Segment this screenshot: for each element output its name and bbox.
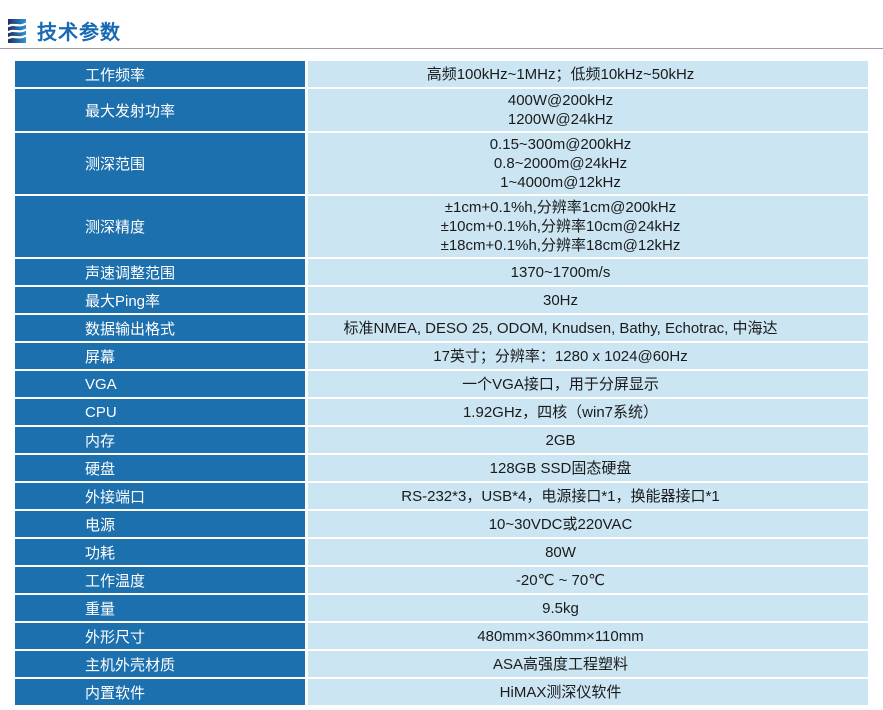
table-row: 重量 9.5kg [15,595,868,621]
table-row: 外接端口 RS-232*3，USB*4，电源接口*1，换能器接口*1 [15,483,868,509]
spec-value-line: 1200W@24kHz [507,111,614,128]
spec-value: 128GB SSD固态硬盘 [308,455,868,481]
spec-value-line: 9.5kg [542,599,579,617]
spec-value-line: 30Hz [542,291,579,309]
spec-value-line: 10~30VDC或220VAC [488,515,633,533]
spec-label: 测深精度 [15,196,305,257]
section-header: 技术参数 [0,0,883,44]
spec-value-line: 2GB [545,431,576,449]
table-row: 最大发射功率 400W@200kHz 1200W@24kHz [15,89,868,131]
spec-value: 高频100kHz~1MHz；低频10kHz~50kHz [308,61,868,87]
spec-label: 声速调整范围 [15,259,305,285]
table-row: 外形尺寸 480mm×360mm×110mm [15,623,868,649]
table-row: CPU 1.92GHz，四核（win7系统） [15,399,868,425]
spec-value-line: 17英寸；分辨率：1280 x 1024@60Hz [433,347,688,365]
spec-label: 外接端口 [15,483,305,509]
spec-value: 9.5kg [308,595,868,621]
table-row: 内置软件 HiMAX测深仪软件 [15,679,868,705]
spec-label: 工作温度 [15,567,305,593]
table-row: 工作频率 高频100kHz~1MHz；低频10kHz~50kHz [15,61,868,87]
spec-value: 1.92GHz，四核（win7系统） [308,399,868,425]
spec-value: 标准NMEA, DESO 25, ODOM, Knudsen, Bathy, E… [308,315,868,341]
wave-logo-icon [8,18,26,43]
spec-value: 10~30VDC或220VAC [308,511,868,537]
spec-value-line: HiMAX测深仪软件 [499,683,622,701]
spec-value-line: ±1cm+0.1%h,分辨率1cm@200kHz [444,199,677,216]
table-row: 内存 2GB [15,427,868,453]
spec-label: 外形尺寸 [15,623,305,649]
table-row: 数据输出格式 标准NMEA, DESO 25, ODOM, Knudsen, B… [15,315,868,341]
spec-value-line: ±10cm+0.1%h,分辨率10cm@24kHz [440,218,681,235]
table-row: VGA 一个VGA接口，用于分屏显示 [15,371,868,397]
spec-value-line: RS-232*3，USB*4，电源接口*1，换能器接口*1 [401,487,720,505]
spec-value-line: 480mm×360mm×110mm [477,627,644,645]
spec-label: 屏幕 [15,343,305,369]
spec-table: 工作频率 高频100kHz~1MHz；低频10kHz~50kHz 最大发射功率 … [15,61,868,705]
spec-label: 功耗 [15,539,305,565]
spec-value: RS-232*3，USB*4，电源接口*1，换能器接口*1 [308,483,868,509]
spec-value: 400W@200kHz 1200W@24kHz [308,89,868,131]
spec-value-line: 128GB SSD固态硬盘 [489,459,632,477]
table-row: 工作温度 -20℃ ~ 70℃ [15,567,868,593]
table-row: 测深范围 0.15~300m@200kHz 0.8~2000m@24kHz 1~40… [15,133,868,194]
table-row: 硬盘 128GB SSD固态硬盘 [15,455,868,481]
spec-value-line: 标准NMEA, DESO 25, ODOM, Knudsen, Bathy, E… [343,319,778,337]
spec-value-line: 1.92GHz，四核（win7系统） [462,403,659,421]
spec-value-line: 1370~1700m/s [510,263,611,281]
spec-value: 2GB [308,427,868,453]
spec-value: ±1cm+0.1%h,分辨率1cm@200kHz ±10cm+0.1%h,分辨率1… [308,196,868,257]
spec-value-line: ±18cm+0.1%h,分辨率18cm@12kHz [440,237,681,254]
spec-value: 17英寸；分辨率：1280 x 1024@60Hz [308,343,868,369]
table-row: 最大Ping率 30Hz [15,287,868,313]
spec-value: 一个VGA接口，用于分屏显示 [308,371,868,397]
spec-label: 内存 [15,427,305,453]
spec-label: 主机外壳材质 [15,651,305,677]
spec-value-line: -20℃ ~ 70℃ [515,571,606,589]
spec-value: 0.15~300m@200kHz 0.8~2000m@24kHz 1~4000m@1… [308,133,868,194]
spec-label: VGA [15,371,305,397]
header-divider [0,48,883,49]
spec-value-line: 0.8~2000m@24kHz [493,155,628,172]
spec-label: 电源 [15,511,305,537]
spec-label: 工作频率 [15,61,305,87]
spec-label: 最大Ping率 [15,287,305,313]
spec-label: 内置软件 [15,679,305,705]
spec-value: HiMAX测深仪软件 [308,679,868,705]
spec-label: 数据输出格式 [15,315,305,341]
table-row: 主机外壳材质 ASA高强度工程塑料 [15,651,868,677]
spec-value-line: 一个VGA接口，用于分屏显示 [462,375,659,393]
table-row: 声速调整范围 1370~1700m/s [15,259,868,285]
spec-value: ASA高强度工程塑料 [308,651,868,677]
spec-value-line: 80W [545,543,576,561]
spec-value-line: 高频100kHz~1MHz；低频10kHz~50kHz [426,65,695,83]
table-row: 测深精度 ±1cm+0.1%h,分辨率1cm@200kHz ±10cm+0.1%h… [15,196,868,257]
spec-value-line: 0.15~300m@200kHz [489,136,632,153]
spec-value: 480mm×360mm×110mm [308,623,868,649]
spec-value: 1370~1700m/s [308,259,868,285]
table-row: 功耗 80W [15,539,868,565]
page-title: 技术参数 [37,22,121,44]
spec-label: 测深范围 [15,133,305,194]
spec-value: -20℃ ~ 70℃ [308,567,868,593]
spec-value: 80W [308,539,868,565]
spec-label: 硬盘 [15,455,305,481]
table-row: 电源 10~30VDC或220VAC [15,511,868,537]
spec-value-line: 1~4000m@12kHz [500,174,621,191]
spec-label: CPU [15,399,305,425]
spec-value-line: 400W@200kHz [507,92,614,109]
spec-value-line: ASA高强度工程塑料 [492,655,628,673]
table-row: 屏幕 17英寸；分辨率：1280 x 1024@60Hz [15,343,868,369]
spec-label: 最大发射功率 [15,89,305,131]
spec-value: 30Hz [308,287,868,313]
spec-label: 重量 [15,595,305,621]
